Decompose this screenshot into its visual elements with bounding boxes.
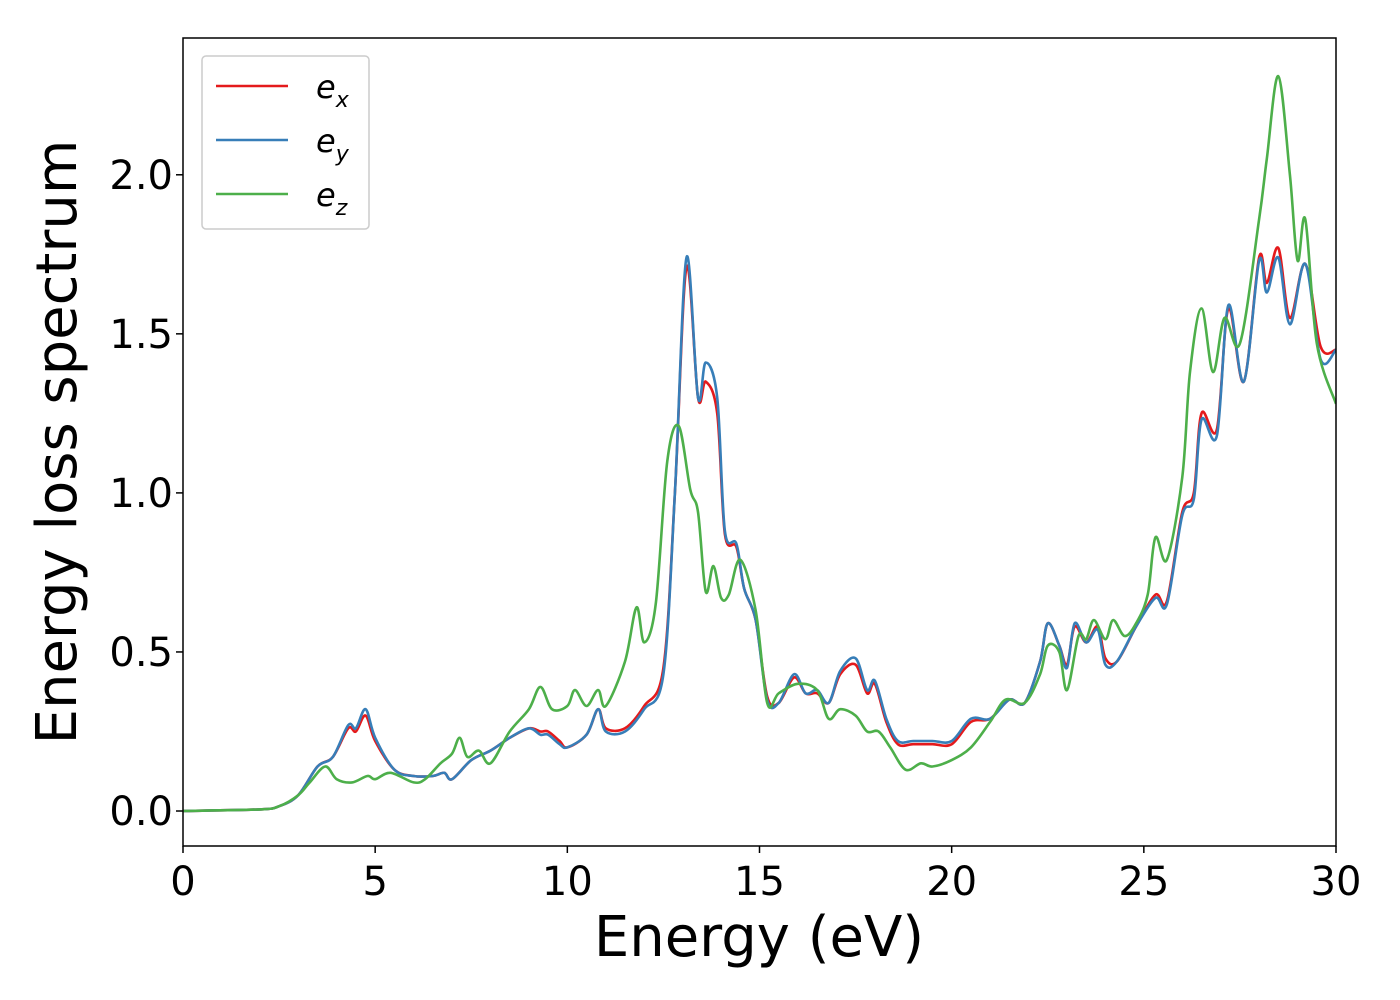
x-tick-label: 15 [734, 859, 785, 905]
y-tick-label: 1.0 [109, 471, 173, 517]
y-tick-label: 0.0 [109, 789, 173, 835]
x-tick-label: 30 [1311, 859, 1362, 905]
legend-label-base: e [316, 122, 336, 160]
y-tick-label: 1.5 [109, 312, 173, 358]
x-axis-title: Energy (eV) [594, 905, 924, 970]
x-tick-label: 25 [1118, 859, 1169, 905]
legend-label-base: e [316, 68, 336, 106]
series-line-y [183, 255, 1336, 813]
x-tick-label: 0 [170, 859, 195, 905]
y-axis-title: Energy loss spectrum [25, 140, 90, 745]
x-tick-label: 10 [542, 859, 593, 905]
legend-label-subscript: x [335, 88, 350, 113]
y-tick-label: 0.5 [109, 630, 173, 676]
x-tick-label: 5 [362, 859, 387, 905]
x-axis: 0 5 10 15 20 25 30 [170, 846, 1361, 905]
series-lines [183, 74, 1336, 813]
legend-label-subscript: z [335, 196, 348, 221]
y-tick-label: 2.0 [109, 153, 173, 199]
legend-label-z: ez [316, 176, 348, 221]
legend-label-x: ex [316, 68, 350, 113]
series-line-z [183, 74, 1336, 813]
y-axis: 0.0 0.5 1.0 1.5 2.0 [109, 153, 183, 835]
x-tick-label: 20 [926, 859, 977, 905]
legend-label-subscript: y [335, 142, 350, 167]
legend-label-base: e [316, 176, 336, 214]
legend-box [201, 55, 370, 230]
legend-label-y: ey [316, 122, 350, 167]
